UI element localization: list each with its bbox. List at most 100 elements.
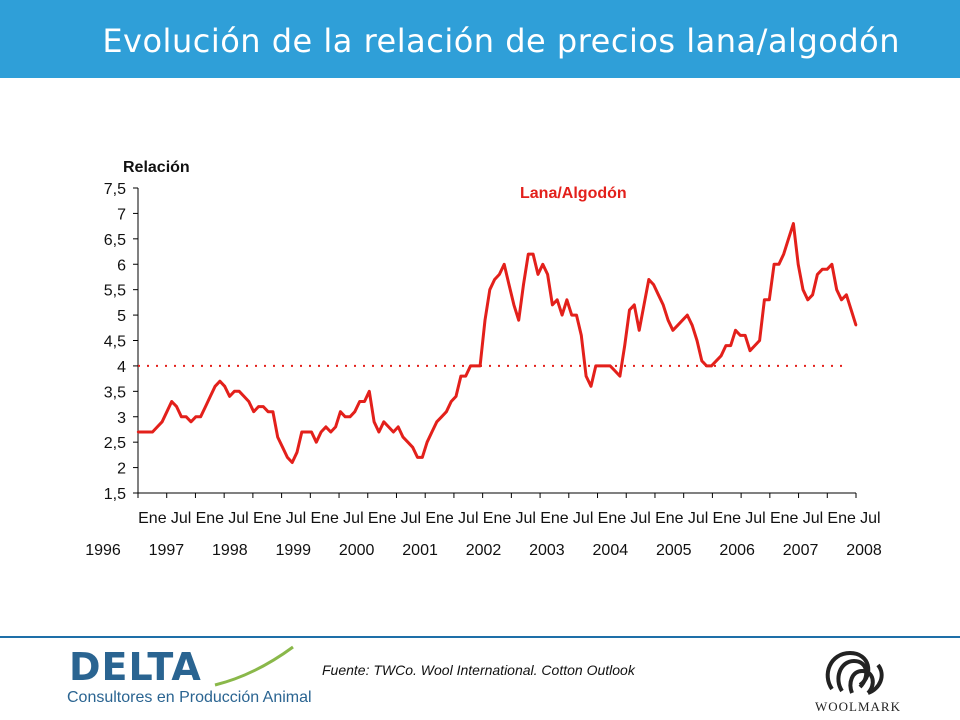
woolmark-logo: WOOLMARK (808, 645, 908, 717)
data-point (556, 298, 559, 302)
data-point (840, 298, 843, 302)
data-point (319, 430, 323, 434)
x-tick-label-month: Ene (368, 510, 397, 527)
data-point (681, 318, 684, 322)
data-point (652, 283, 655, 286)
data-point (715, 359, 718, 363)
data-point (295, 451, 299, 454)
x-tick-label-year: 1997 (149, 542, 185, 559)
data-point (710, 364, 713, 368)
line-chart: Relación Lana/Algodón 1,5 2 2,5 3 3,5 4 4,5 5 5,… (85, 159, 882, 559)
data-point (705, 364, 708, 368)
data-point (768, 298, 771, 302)
data-point (266, 410, 270, 413)
data-point (363, 400, 366, 403)
data-point (464, 374, 467, 378)
y-axis-label: Relación (123, 159, 190, 176)
data-point (247, 400, 251, 403)
y-tick-label: 5 (117, 308, 126, 325)
x-tick-label-month: Ene (253, 510, 282, 527)
data-point (748, 349, 752, 352)
data-point (753, 344, 757, 347)
data-point (165, 410, 169, 413)
data-point (594, 364, 597, 368)
x-tick-label-month: Jul (515, 510, 535, 527)
delta-logo: DELTA Consultores en Producción Animal (65, 645, 312, 710)
data-point (618, 374, 622, 378)
data-point (604, 364, 607, 368)
x-tick-label-month: Ene (540, 510, 569, 527)
x-tick-label-year: 2003 (529, 542, 565, 559)
data-point (719, 354, 723, 357)
data-point (368, 390, 371, 393)
x-tick-label-month: Jul (171, 510, 191, 527)
data-point (825, 268, 829, 271)
data-point (276, 435, 279, 439)
x-tick-label-year: 2000 (339, 542, 375, 559)
x-tick-label-year: 2006 (719, 542, 755, 559)
x-tick-label-year: 2002 (466, 542, 502, 559)
data-point (541, 263, 544, 266)
data-point (662, 303, 665, 307)
data-point (589, 385, 593, 388)
data-point (599, 364, 602, 368)
x-tick-label-month: Jul (343, 510, 363, 527)
y-tick-label: 5,5 (104, 283, 126, 300)
data-point (633, 303, 636, 307)
data-point (353, 410, 357, 413)
data-point (382, 420, 385, 424)
x-tick-label-year: 1999 (275, 542, 311, 559)
data-point (440, 415, 443, 418)
data-point (392, 430, 395, 434)
data-point (796, 263, 800, 266)
y-tick-label: 7,5 (104, 181, 126, 198)
data-point (315, 440, 318, 444)
data-point (329, 430, 332, 434)
y-tick-label: 6,5 (104, 232, 126, 249)
data-point (690, 324, 694, 327)
x-tick-label-month: Ene (770, 510, 799, 527)
x-tick-label-month: Ene (483, 510, 512, 527)
data-point (560, 313, 564, 317)
data-point (397, 425, 400, 429)
data-point (271, 410, 275, 413)
x-tick-label-month: Jul (286, 510, 306, 527)
y-tick-label: 2 (117, 461, 126, 478)
data-point (695, 339, 699, 342)
x-tick-label-month: Jul (401, 510, 421, 527)
data-point (430, 430, 434, 434)
data-point (300, 430, 304, 434)
data-point (199, 415, 202, 418)
data-point (478, 364, 482, 368)
x-tick-label-year: 2007 (783, 542, 819, 559)
data-point (503, 263, 506, 266)
y-tick-label: 3,5 (104, 384, 126, 401)
data-point (228, 395, 231, 398)
data-point (262, 405, 265, 408)
data-point (700, 359, 703, 363)
data-point (175, 405, 178, 408)
data-point (512, 303, 516, 307)
x-tick-label-month: Ene (310, 510, 339, 527)
data-point (406, 440, 410, 444)
x-tick-label-month: Jul (573, 510, 593, 527)
x-tick-label-month: Jul (803, 510, 823, 527)
data-point (531, 252, 535, 256)
data-point (411, 446, 414, 449)
x-tick-label-month: Ene (138, 510, 167, 527)
data-point (584, 374, 588, 378)
data-point (377, 430, 381, 434)
data-point (204, 405, 207, 408)
y-tick-label: 3 (117, 410, 126, 427)
x-tick-label-year: 2005 (656, 542, 692, 559)
x-tick-label-month: Jul (228, 510, 248, 527)
data-point (459, 374, 463, 378)
data-point (223, 385, 226, 388)
data-point (184, 415, 188, 418)
data-point (623, 344, 626, 347)
data-point (613, 369, 617, 373)
data-point (324, 425, 328, 429)
data-point (686, 313, 689, 317)
delta-logo-word: DELTA (69, 645, 202, 689)
source-note: Fuente: TWCo. Wool International. Cotton… (322, 662, 635, 678)
